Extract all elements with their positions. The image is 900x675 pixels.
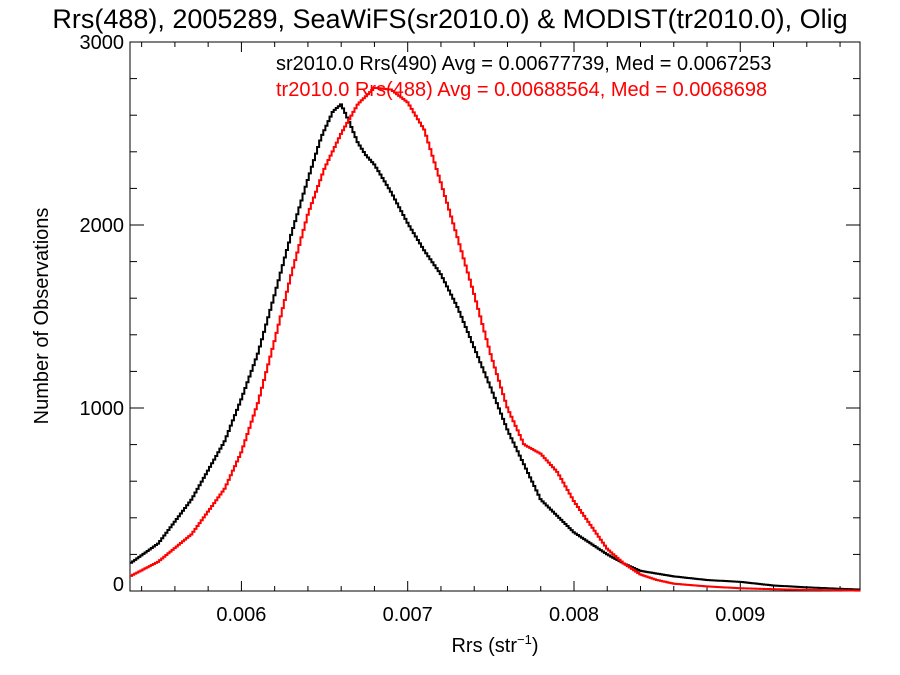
x-tick-label: 0.006 <box>216 604 266 626</box>
y-tick-label: 3000 <box>80 32 125 54</box>
y-tick-label: 0 <box>113 574 124 596</box>
y-axis-label: Number of Observations <box>31 208 53 425</box>
x-axis-label-main: Rrs (str <box>451 635 517 657</box>
x-tick-label: 0.008 <box>549 604 599 626</box>
series-layer <box>130 86 861 592</box>
y-tick-label: 1000 <box>80 398 125 420</box>
series-tr2010-histogram <box>130 86 861 592</box>
x-axis-label-end: ) <box>532 635 539 657</box>
axis-ticks <box>130 41 860 592</box>
plot-frame <box>129 41 861 592</box>
plot-area: 0.006 0.007 0.008 0.009 0 1000 2000 3000 <box>80 32 861 626</box>
series-label-tr2010: tr2010.0 Rrs(488) Avg = 0.00688564, Med … <box>276 79 767 101</box>
series-sr2010-histogram <box>130 103 861 591</box>
series-label-sr2010: sr2010.0 Rrs(490) Avg = 0.00677739, Med … <box>276 53 772 75</box>
y-tick-label: 2000 <box>80 215 125 237</box>
x-tick-label: 0.009 <box>715 604 765 626</box>
chart-title: Rrs(488), 2005289, SeaWiFS(sr2010.0) & M… <box>52 4 847 34</box>
x-axis-label-sup: −1 <box>517 632 532 647</box>
axis-tick-labels: 0.006 0.007 0.008 0.009 0 1000 2000 3000 <box>80 32 766 626</box>
x-tick-label: 0.007 <box>383 604 433 626</box>
x-axis-label: Rrs (str−1) <box>451 632 538 657</box>
